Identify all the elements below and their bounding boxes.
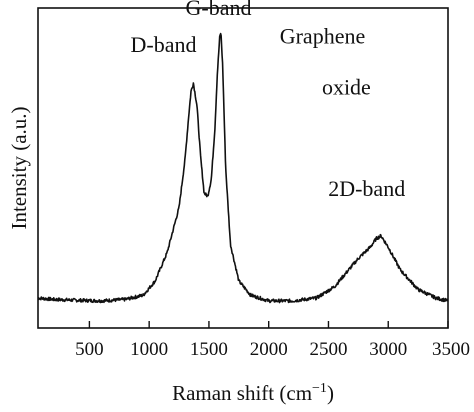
x-tick-label: 2000 <box>250 339 288 360</box>
x-tick-label: 1500 <box>190 339 228 360</box>
peak-annotations: G-band D-band Graphene oxide 2D-band <box>131 0 406 201</box>
annotation-label: G-band <box>186 0 252 20</box>
x-axis-title-superscript: −1 <box>312 381 327 396</box>
annotation-label: oxide <box>322 74 371 99</box>
x-tick-label: 500 <box>75 339 104 360</box>
annotation-label: 2D-band <box>328 176 405 201</box>
plot-frame <box>37 7 449 329</box>
x-axis-title: Raman shift (cm−1) <box>172 381 334 405</box>
y-axis-title: Intensity (a.u.) <box>7 106 31 229</box>
x-tick-label: 2500 <box>309 339 347 360</box>
x-axis-tick-labels: 500 1000 1500 2000 2500 3000 3500 <box>75 339 470 360</box>
annotation-label: Graphene <box>280 23 366 48</box>
x-tick-label: 3000 <box>369 339 407 360</box>
annotation-label: D-band <box>131 32 197 57</box>
series-line <box>37 32 449 304</box>
x-tick-label: 1000 <box>130 339 168 360</box>
x-axis-ticks <box>88 321 449 328</box>
x-tick-label: 3500 <box>432 339 470 360</box>
x-axis-title-suffix: ) <box>327 381 334 405</box>
x-axis-title-main: Raman shift (cm <box>172 381 312 405</box>
